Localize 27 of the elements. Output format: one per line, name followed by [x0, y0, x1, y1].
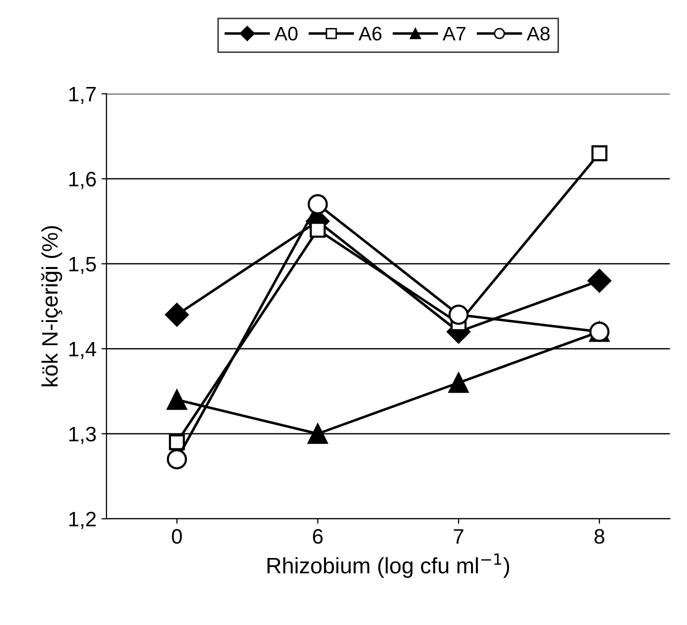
legend-label: A8: [526, 26, 550, 41]
point: [591, 145, 608, 162]
point: [448, 372, 469, 393]
x-tick-label: 8: [594, 529, 604, 544]
legend-label: A7: [442, 26, 466, 40]
point: [310, 222, 326, 238]
point: [166, 390, 187, 410]
legend-label: A0: [274, 26, 298, 41]
x-tick-label: 7: [454, 529, 464, 544]
point: [308, 424, 328, 444]
x-tick-label: 0: [172, 529, 182, 544]
x-tick-label: 6: [313, 529, 323, 544]
point: [166, 449, 187, 470]
point: [448, 304, 469, 325]
point: [308, 194, 328, 214]
x-axis-title: Rhizobium (log cfu ml$^{−1}$): [268, 553, 510, 578]
point: [168, 434, 185, 450]
y-tick-label: 1,7: [69, 86, 96, 104]
point: [588, 268, 612, 293]
legend-label: A6: [358, 26, 382, 41]
y-axis-title: kök N-içeriği (%): [41, 226, 62, 386]
y-tick-label: 1,3: [69, 426, 96, 444]
point: [165, 302, 189, 327]
y-tick-label: 1,4: [69, 342, 96, 359]
y-tick-label: 1,2: [69, 512, 96, 529]
y-tick-label: 1,5: [69, 256, 96, 274]
y-tick-label: 1,6: [69, 172, 96, 189]
